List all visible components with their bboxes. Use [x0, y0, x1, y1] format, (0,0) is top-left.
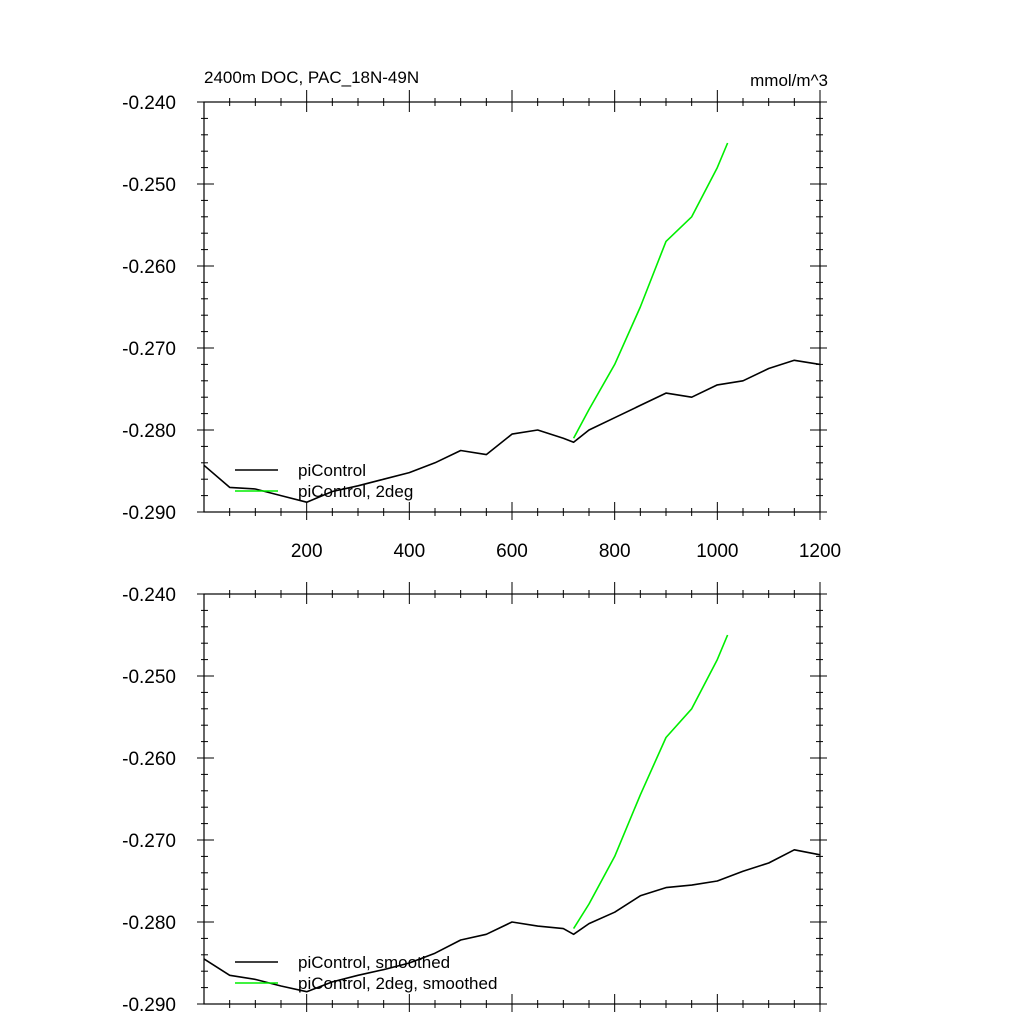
- top-panel: 2400m DOC, PAC_18N-49N mmol/m^3 -0.240-0…: [122, 68, 841, 562]
- y-tick-label: -0.290: [122, 995, 176, 1016]
- x-tick-label: 1200: [799, 541, 841, 562]
- series-lines-top: [203, 142, 821, 503]
- x-tick-label: 200: [291, 541, 323, 562]
- y-tick-label: -0.250: [122, 175, 176, 196]
- legend-label-1: piControl, 2deg, smoothed: [298, 974, 497, 993]
- plot-frame-bottom: [203, 593, 821, 1005]
- x-tick-label: 800: [599, 541, 631, 562]
- series-line-1: [572, 142, 729, 439]
- units-label: mmol/m^3: [750, 71, 828, 90]
- ticks-top: -0.240 -0.250 -0.260 -0.270 -0.280 -0.290 200 4…: [122, 90, 841, 562]
- series-line-0: [203, 849, 821, 993]
- chart-title: 2400m DOC, PAC_18N-49N: [204, 68, 419, 87]
- y-tick-label: -0.270: [122, 831, 176, 852]
- x-tick-label: 1000: [696, 541, 738, 562]
- ticks-bottom: -0.240 -0.250 -0.260 -0.270 -0.280 -0.290: [122, 582, 827, 1016]
- series-lines-bottom: [203, 634, 821, 993]
- legend-label-0: piControl, smoothed: [298, 953, 450, 972]
- y-tick-label: -0.260: [122, 749, 176, 770]
- legend-label-1: piControl, 2deg: [298, 482, 413, 501]
- x-tick-label: 400: [393, 541, 425, 562]
- y-tick-label: -0.240: [122, 93, 176, 114]
- y-tick-label: -0.260: [122, 257, 176, 278]
- y-tick-label: -0.270: [122, 339, 176, 360]
- bottom-panel: -0.240 -0.250 -0.260 -0.270 -0.280 -0.290 piC…: [122, 582, 827, 1016]
- y-tick-label: -0.280: [122, 421, 176, 442]
- y-tick-label: -0.280: [122, 913, 176, 934]
- y-tick-label: -0.290: [122, 503, 176, 524]
- series-line-1: [572, 634, 729, 930]
- legend-label-0: piControl: [298, 461, 366, 480]
- legend-bottom: piControl, smoothed piControl, 2deg, smoo…: [235, 953, 497, 993]
- y-tick-label: -0.240: [122, 585, 176, 606]
- y-tick-label: -0.250: [122, 667, 176, 688]
- legend-top: piControl piControl, 2deg: [235, 461, 413, 501]
- series-line-0: [203, 359, 821, 503]
- x-tick-label: 600: [496, 541, 528, 562]
- plot-frame-top: [203, 101, 821, 513]
